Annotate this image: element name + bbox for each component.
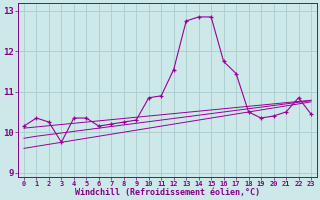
X-axis label: Windchill (Refroidissement éolien,°C): Windchill (Refroidissement éolien,°C) (75, 188, 260, 197)
